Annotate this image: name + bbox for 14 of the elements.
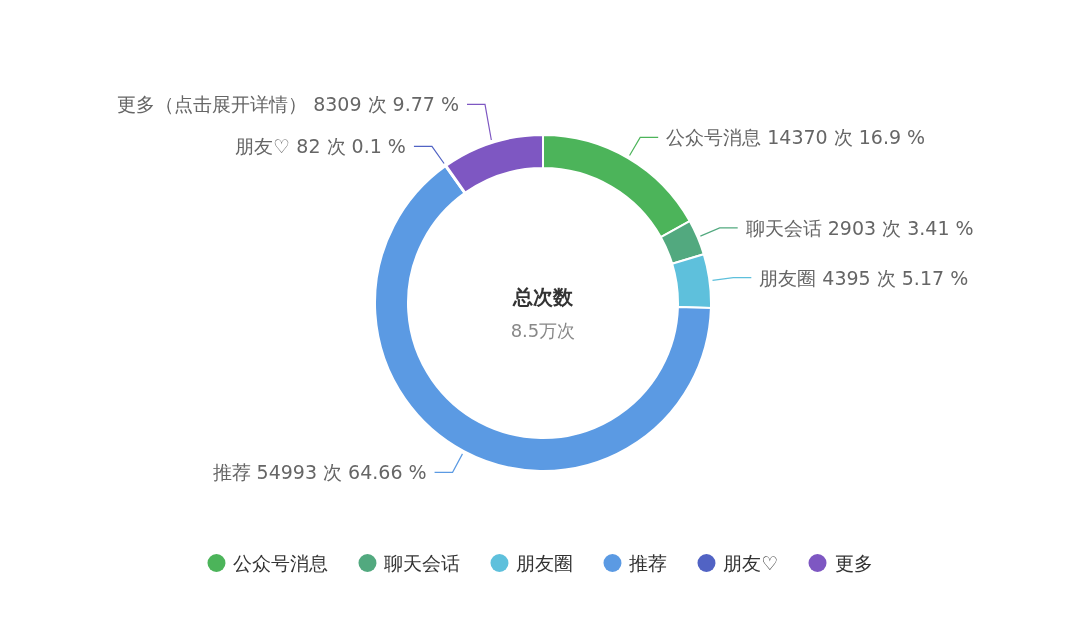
data-label: 推荐 54993 次 64.66 %	[212, 461, 427, 484]
data-label: 朋友圈 4395 次 5.17 %	[759, 266, 969, 289]
legend-label: 朋友圈	[516, 552, 574, 574]
data-label: 聊天会话 2903 次 3.41 %	[745, 216, 974, 239]
legend-label: 公众号消息	[233, 552, 329, 574]
text: 8.5万次	[510, 320, 576, 341]
legend-label: 聊天会话	[384, 552, 461, 574]
legend-label: 推荐	[629, 552, 668, 574]
text: 总次数	[512, 285, 574, 309]
legend-label: 更多	[834, 552, 873, 574]
data-label: 公众号消息 14370 次 16.9 %	[666, 126, 926, 149]
legend-label: 朋友♡	[723, 552, 779, 574]
data-label: 朋友♡ 82 次 0.1 %	[235, 135, 406, 158]
data-label: 更多（点击展开详情） 8309 次 9.77 %	[117, 93, 459, 116]
